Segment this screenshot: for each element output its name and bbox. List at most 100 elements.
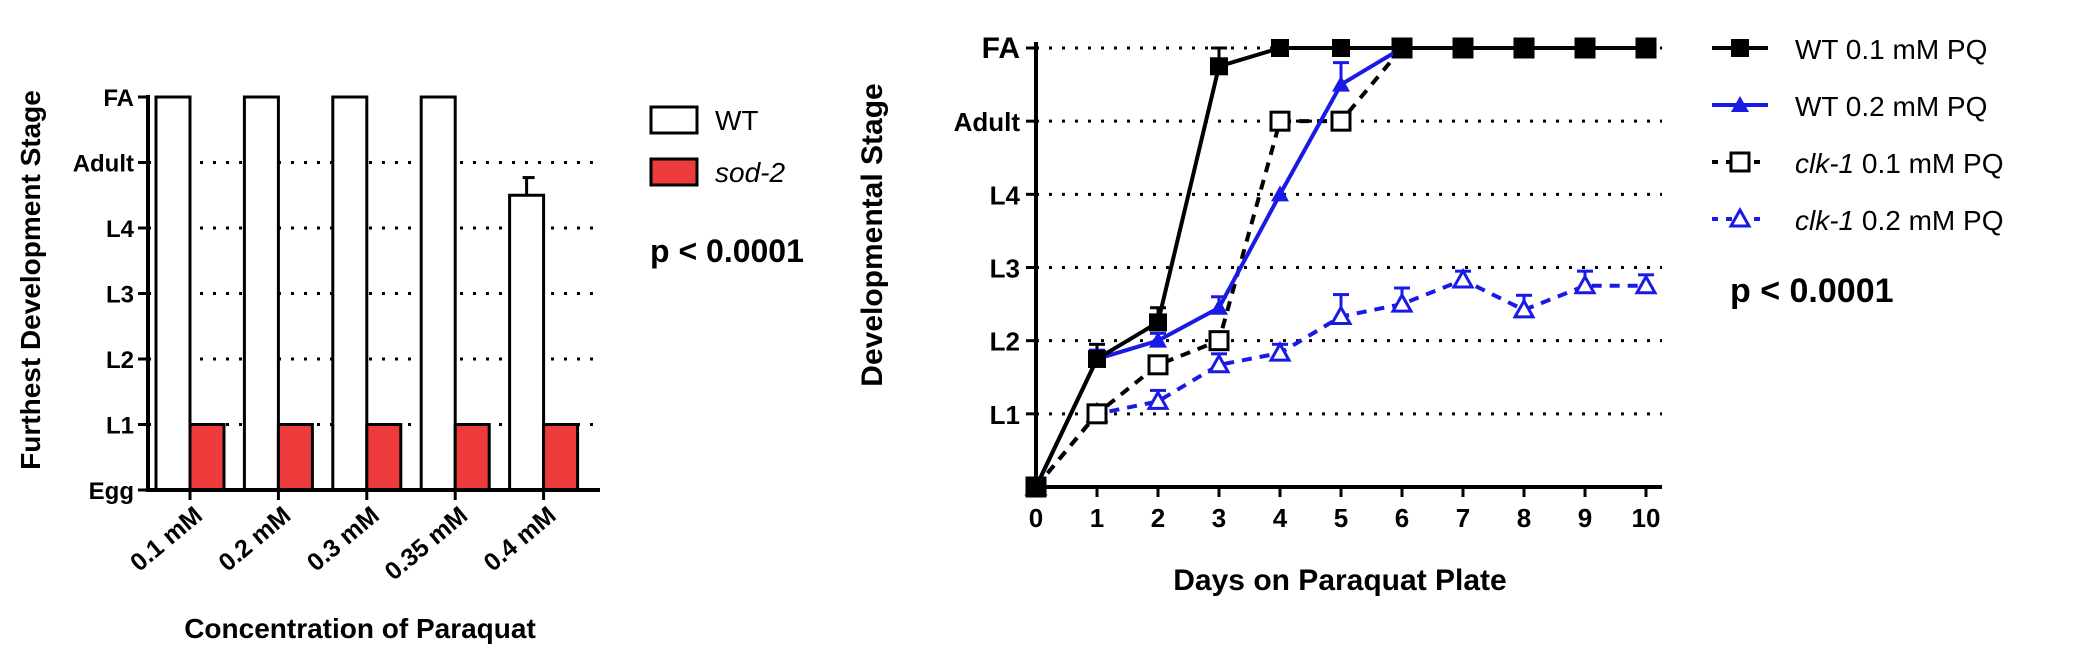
line-chart: L1 L2 L3 L4 Adult FA 0 1 2 3 4 5 6 7 8 9 10 Development… (856, 32, 2004, 597)
y-tick-label-l3: L3 (990, 254, 1020, 284)
point-3-9 (1573, 273, 1597, 295)
bar-sod-2-2 (365, 423, 403, 492)
point-3-8 (1512, 297, 1536, 319)
bar-chart-x-ticks: 0.1 mM 0.2 mM 0.3 mM0.35 mM 0.4 mM (125, 501, 562, 586)
point-0-8 (1515, 39, 1533, 57)
point-3-5 (1329, 304, 1353, 326)
line-chart-series (1024, 37, 1658, 498)
point-2-3 (1208, 330, 1230, 352)
legend-label-wt: WT (715, 105, 759, 136)
x-tick-label-6: 6 (1395, 503, 1409, 533)
legend-label-italic: clk-1 (1795, 205, 1854, 236)
x-tick-label-0: 0 (1029, 503, 1043, 533)
y-tick-label-l4: L4 (106, 216, 135, 243)
x-tick-label-2: 0.3 mM (302, 501, 385, 577)
bar-chart-y-axis-title: Furthest Development Stage (15, 90, 46, 470)
point-3-10 (1634, 273, 1658, 295)
point-1-3 (1210, 298, 1228, 315)
point-3-7 (1451, 267, 1475, 289)
legend-marker-1 (1731, 96, 1749, 112)
legend-swatch-sod-2 (649, 157, 699, 187)
bar-wt-1 (242, 95, 280, 492)
legend-label-rest: 0.1 mM PQ (1854, 148, 2003, 179)
line-chart-x-axis-title: Days on Paraquat Plate (1173, 564, 1506, 597)
legend-swatch-wt (649, 105, 699, 135)
bar-chart-legend: WT sod-2 (649, 105, 785, 188)
bar-wt-4 (508, 193, 546, 492)
point-3-6 (1390, 292, 1414, 313)
bar-chart-bars (154, 95, 580, 492)
y-tick-label-egg: Egg (89, 478, 134, 505)
bar-sod-2-1 (276, 423, 314, 492)
y-tick-label-l1: L1 (106, 413, 134, 440)
legend-marker-0 (1731, 39, 1749, 57)
x-tick-label-1: 0.2 mM (213, 501, 296, 577)
point-3-4 (1268, 341, 1292, 362)
legend-label-0: WT 0.1 mM PQ (1795, 34, 1987, 65)
legend-label-1: WT 0.2 mM PQ (1795, 91, 1987, 122)
legend-label-2: clk-1 0.1 mM PQ (1795, 148, 2004, 179)
bar-chart-y-ticks: Egg L1 L2 L3 L4 Adult FA (73, 85, 135, 505)
line-chart-p-value: p < 0.0001 (1730, 272, 1894, 310)
point-0-4 (1271, 39, 1289, 57)
point-0-7 (1454, 39, 1472, 57)
bar-chart: Egg L1 L2 L3 L4 Adult FA 0.1 mM 0.2 mM 0.3 mM0.3… (15, 85, 804, 644)
bar-wt-0 (154, 95, 192, 492)
point-0-9 (1576, 39, 1594, 57)
series-1 (1027, 39, 1655, 494)
point-2-1 (1086, 403, 1108, 425)
line-chart-gridlines (1036, 46, 1662, 416)
x-tick-label-7: 7 (1456, 503, 1470, 533)
point-3-3 (1207, 352, 1231, 374)
bar-chart-p-value: p < 0.0001 (650, 233, 804, 269)
bar-sod-2-0 (188, 423, 226, 492)
series-3 (1024, 267, 1658, 496)
bar-wt-3 (419, 95, 457, 492)
x-tick-label-4: 0.4 mM (479, 501, 562, 577)
series-0 (1027, 39, 1655, 496)
x-tick-label-10: 10 (1632, 503, 1661, 533)
legend-label-italic: clk-1 (1795, 148, 1854, 179)
y-tick-label-adult: Adult (73, 151, 134, 178)
point-1-4 (1271, 185, 1289, 202)
bar-sod-2-4 (542, 423, 580, 492)
x-tick-label-3: 0.35 mM (379, 501, 473, 586)
bar-wt-2 (331, 95, 369, 492)
point-0-0 (1027, 478, 1045, 496)
legend-marker-2 (1729, 151, 1751, 173)
line-chart-axes (1026, 42, 1662, 497)
point-0-3 (1210, 57, 1228, 76)
x-tick-label-1: 1 (1090, 503, 1104, 533)
bar-chart-axes (138, 95, 600, 500)
point-2-5 (1330, 110, 1352, 132)
y-tick-label-l1: L1 (990, 400, 1020, 430)
y-tick-label-l3: L3 (106, 282, 134, 309)
x-tick-label-0: 0.1 mM (125, 501, 208, 577)
point-3-2 (1146, 389, 1170, 410)
point-0-2 (1149, 313, 1167, 332)
y-tick-label-fa: FA (103, 85, 134, 112)
series-2 (1025, 37, 1657, 498)
legend-marker-3 (1728, 206, 1752, 228)
y-tick-label-l2: L2 (106, 347, 134, 374)
point-0-10 (1637, 39, 1655, 57)
point-1-5 (1332, 75, 1350, 92)
x-tick-label-4: 4 (1273, 503, 1288, 533)
point-2-2 (1147, 354, 1169, 376)
x-tick-label-5: 5 (1334, 503, 1348, 533)
point-0-6 (1393, 39, 1411, 57)
bar-sod-2-3 (453, 423, 491, 492)
y-tick-label-l2: L2 (990, 327, 1020, 357)
y-tick-label-fa: FA (982, 32, 1020, 65)
line-chart-x-ticks: 0 1 2 3 4 5 6 7 8 9 10 (1029, 503, 1661, 533)
x-tick-label-2: 2 (1151, 503, 1165, 533)
point-0-5 (1332, 39, 1350, 57)
x-tick-label-9: 9 (1578, 503, 1592, 533)
legend-label-sod-2: sod-2 (715, 157, 785, 188)
x-tick-label-3: 3 (1212, 503, 1226, 533)
y-tick-label-adult: Adult (954, 107, 1021, 137)
y-tick-label-l4: L4 (990, 180, 1021, 210)
line-chart-y-ticks: L1 L2 L3 L4 Adult FA (954, 32, 1021, 430)
